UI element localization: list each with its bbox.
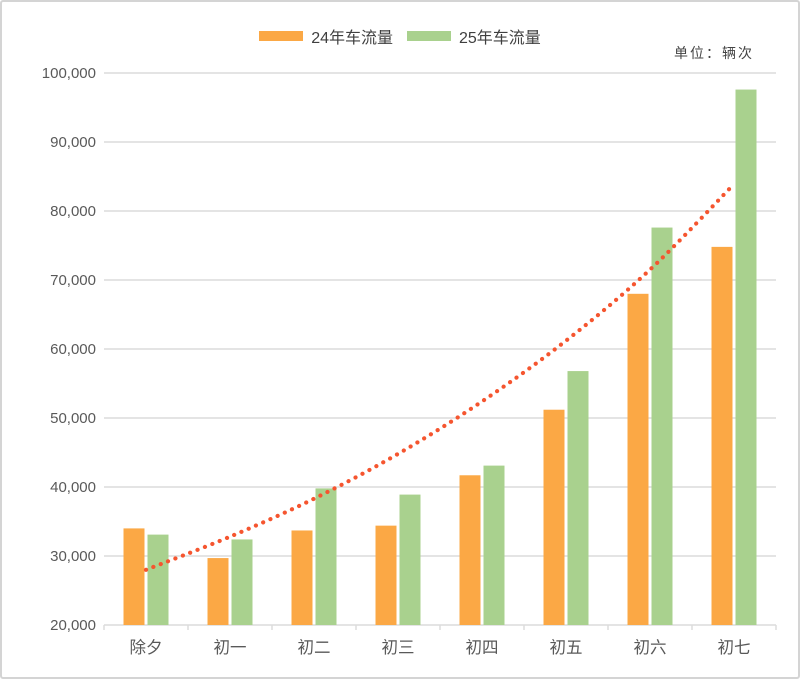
bar-24年车流量-初一 bbox=[207, 558, 229, 625]
x-axis-label: 初二 bbox=[298, 638, 331, 657]
x-axis-label: 初七 bbox=[718, 638, 751, 657]
bar-25年车流量-初一 bbox=[231, 539, 253, 625]
legend-swatch-24-icon bbox=[259, 31, 304, 41]
y-axis-tick-label: 70,000 bbox=[50, 272, 96, 289]
y-axis-tick-label: 30,000 bbox=[50, 548, 96, 565]
unit-label: 单位：辆次 bbox=[674, 45, 754, 61]
x-axis-label: 初三 bbox=[382, 638, 415, 657]
x-axis-label: 除夕 bbox=[130, 638, 163, 657]
bar-25年车流量-初四 bbox=[483, 465, 505, 625]
x-axis-label: 初四 bbox=[466, 638, 499, 657]
bar-24年车流量-除夕 bbox=[123, 528, 145, 625]
legend-item-24: 24年车流量 bbox=[259, 24, 393, 48]
legend-label-25: 25年车流量 bbox=[459, 30, 541, 47]
legend: 24年车流量 25年车流量 bbox=[2, 24, 798, 48]
legend-swatch-25-icon bbox=[407, 31, 451, 41]
bar-24年车流量-初二 bbox=[291, 530, 313, 625]
trendline-dotted bbox=[143, 181, 737, 572]
bar-25年车流量-除夕 bbox=[147, 534, 169, 625]
bar-24年车流量-初四 bbox=[459, 475, 481, 625]
bar-24年车流量-初三 bbox=[375, 525, 397, 625]
y-axis-tick-label: 100,000 bbox=[42, 65, 96, 82]
x-axis-label: 初一 bbox=[214, 638, 247, 657]
bar-25年车流量-初三 bbox=[399, 494, 421, 625]
legend-label-24: 24年车流量 bbox=[311, 30, 393, 47]
bar-24年车流量-初七 bbox=[711, 246, 733, 625]
bar-25年车流量-初二 bbox=[315, 488, 337, 625]
x-axis-label: 初六 bbox=[634, 638, 667, 657]
bar-24年车流量-初六 bbox=[627, 293, 649, 625]
x-axis-label: 初五 bbox=[550, 638, 583, 657]
bar-25年车流量-初五 bbox=[567, 371, 589, 625]
y-axis-tick-label: 90,000 bbox=[50, 134, 96, 151]
bar-24年车流量-初五 bbox=[543, 409, 565, 625]
y-axis-tick-label: 20,000 bbox=[50, 617, 96, 634]
y-axis-tick-label: 60,000 bbox=[50, 341, 96, 358]
legend-item-25: 25年车流量 bbox=[407, 24, 541, 48]
y-axis-tick-label: 50,000 bbox=[50, 410, 96, 427]
y-axis-tick-label: 80,000 bbox=[50, 203, 96, 220]
bar-25年车流量-初六 bbox=[651, 227, 673, 625]
bar-25年车流量-初七 bbox=[735, 89, 757, 625]
y-axis-tick-label: 40,000 bbox=[50, 479, 96, 496]
